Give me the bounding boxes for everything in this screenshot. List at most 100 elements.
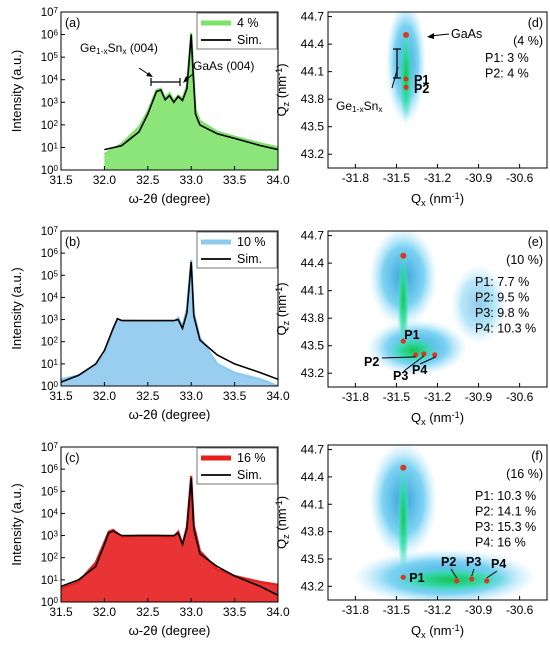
y-tick-label-part: 5 xyxy=(54,51,59,60)
y-tick-label-part: 2 xyxy=(54,336,59,345)
legend-label-exp: 4 % xyxy=(237,16,259,30)
x-tick-label: -30.6 xyxy=(506,171,534,185)
annotation-gaas-004: GaAs (004) xyxy=(193,59,254,73)
x-tick-label: 33.5 xyxy=(223,605,247,619)
y-tick-label-part: 10 xyxy=(41,442,54,454)
y-tick-label-part: 10 xyxy=(41,315,54,327)
y-tick-label-part: 1 xyxy=(54,141,59,150)
gaas-peak xyxy=(400,252,407,259)
x-axis-label: ω-2θ (degree) xyxy=(129,623,211,638)
peak-composition-label: P2: 9.5 % xyxy=(475,291,529,305)
x-tick-label: -31.8 xyxy=(342,603,370,617)
xrd-panel-b: 31.5 32.0 32.5 33.0 33.5 34.01001011021031041… xyxy=(9,225,290,422)
x-tick-label: -31.2 xyxy=(424,603,452,617)
point-label-p2: P2 xyxy=(441,555,456,569)
point-label-p2: P2 xyxy=(414,82,429,96)
y-tick-label-part: 2 xyxy=(54,119,59,128)
point-label-p2: P2 xyxy=(364,355,379,369)
x-axis-label-part: x xyxy=(421,417,426,427)
peak-marker-p1 xyxy=(400,338,406,344)
peak-composition-label: P3: 15.3 % xyxy=(475,520,536,534)
y-tick-label: 107 xyxy=(41,225,59,238)
x-axis-label-part: x xyxy=(421,630,426,640)
gaas-peak xyxy=(400,464,407,471)
x-tick-label: 32.0 xyxy=(93,389,117,403)
x-tick-label: 32.5 xyxy=(136,173,160,187)
y-axis-label-part: -1 xyxy=(274,287,284,295)
y-tick-label: 100 xyxy=(41,596,59,609)
x-axis-label-part: ) xyxy=(460,410,464,425)
legend-label-sim: Sim. xyxy=(237,33,262,47)
peak-marker-p3 xyxy=(421,351,427,357)
y-tick-label: 102 xyxy=(41,119,59,132)
y-axis-label-part: Q xyxy=(274,106,289,116)
y-tick-label: 43.2 xyxy=(301,579,325,593)
legend-box xyxy=(196,12,278,50)
y-tick-label: 106 xyxy=(41,247,59,260)
vertical-core xyxy=(397,461,410,574)
x-tick-label: -30.6 xyxy=(506,390,534,404)
series-group xyxy=(61,259,278,386)
x-tick-label: 31.5 xyxy=(49,389,73,403)
legend-box xyxy=(196,447,278,485)
y-axis-label: Qz (nm-1) xyxy=(274,496,291,549)
y-tick-label: 44.7 xyxy=(301,10,325,24)
series-area-0 xyxy=(104,32,278,170)
x-axis-label-part: Q xyxy=(411,410,421,425)
y-axis-label-part: -1 xyxy=(274,68,284,76)
x-axis-label: Qx (nm-1) xyxy=(411,410,464,427)
y-tick-label-part: 7 xyxy=(54,6,59,15)
x-tick-label: 34.0 xyxy=(266,389,290,403)
x-tick-label: 33.0 xyxy=(180,173,204,187)
x-tick-label: -31.2 xyxy=(424,390,452,404)
rsm-panels: -31.8 -31.5 -31.2 -30.9 -30.6 44.7 44.4 44.1 43.… xyxy=(274,10,548,640)
x-tick-label: 32.0 xyxy=(93,605,117,619)
panel-label: (f) xyxy=(531,449,543,463)
x-tick-label: 33.0 xyxy=(180,389,204,403)
plot-frame xyxy=(60,446,279,603)
y-tick-label-part: 10 xyxy=(41,381,54,393)
y-tick-label: 101 xyxy=(41,141,59,154)
y-axis-label-part: (nm xyxy=(274,508,289,534)
y-tick-label-part: 10 xyxy=(41,464,54,476)
y-tick-label-part: 1 xyxy=(54,574,59,583)
y-tick-label-part: 3 xyxy=(54,529,59,538)
annotation-gesn-part: x xyxy=(378,104,383,114)
y-tick-label-part: 10 xyxy=(41,486,54,498)
y-tick-label: 44.7 xyxy=(301,229,325,243)
y-tick-label: 43.2 xyxy=(301,147,325,161)
x-tick-label: 32.0 xyxy=(93,173,117,187)
arrow-p3 xyxy=(471,568,475,577)
y-tick-label: 43.5 xyxy=(301,339,325,353)
peak-composition-label: P1: 7.7 % xyxy=(475,275,529,289)
panel-label: (d) xyxy=(528,16,543,30)
x-tick-label: -30.9 xyxy=(465,603,493,617)
composition-label: (10 %) xyxy=(506,253,543,267)
peak-composition-label: P3: 9.8 % xyxy=(475,306,529,320)
point-label-p3: P3 xyxy=(466,555,481,569)
peak-marker-p2 xyxy=(454,578,460,584)
rsm-panel-f: -31.8 -31.5 -31.2 -30.9 -30.6 44.7 44.4 44.1 43.… xyxy=(274,443,548,640)
x-tick-label: 32.5 xyxy=(136,389,160,403)
x-axis-label-part: -1 xyxy=(452,191,460,201)
panel-label: (b) xyxy=(65,235,80,249)
vertical-core xyxy=(397,249,410,350)
x-tick-label: -31.5 xyxy=(383,603,411,617)
y-tick-label-part: 7 xyxy=(54,225,59,234)
peak-marker-p1 xyxy=(403,76,409,82)
annotation-gesn-part: Ge xyxy=(336,99,352,113)
x-tick-label: 34.0 xyxy=(266,605,290,619)
peak-marker-p2 xyxy=(413,352,419,358)
arrow-p2 xyxy=(450,568,458,579)
x-axis-label: ω-2θ (degree) xyxy=(129,407,211,422)
composition-label: (4 %) xyxy=(513,34,543,48)
peak-marker-p3 xyxy=(469,576,475,582)
y-tick-label-part: 5 xyxy=(54,485,59,494)
y-tick-label: 105 xyxy=(41,485,59,498)
peak-composition-label: P1: 3 % xyxy=(485,51,529,65)
y-axis-label: Intensity (a.u.) xyxy=(9,483,24,565)
y-axis-label-part: z xyxy=(281,101,291,106)
y-tick-label: 101 xyxy=(41,574,59,587)
x-axis-label: ω-2θ (degree) xyxy=(129,191,211,206)
arrow-p4 xyxy=(486,570,498,579)
